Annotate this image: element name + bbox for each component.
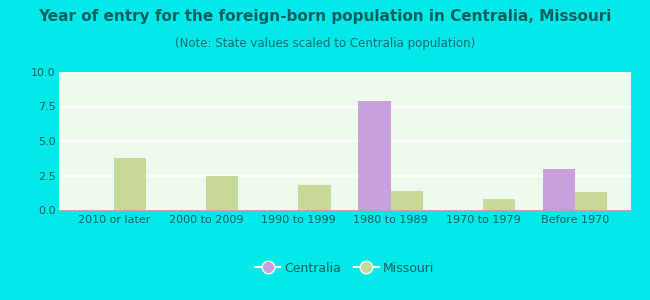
Bar xyxy=(483,199,515,210)
Bar xyxy=(114,158,146,210)
Bar xyxy=(391,191,423,210)
Legend: Centralia, Missouri: Centralia, Missouri xyxy=(250,257,439,280)
Bar xyxy=(543,169,575,210)
Bar xyxy=(298,185,331,210)
Bar xyxy=(575,192,608,210)
Bar xyxy=(358,101,391,210)
Text: (Note: State values scaled to Centralia population): (Note: State values scaled to Centralia … xyxy=(175,38,475,50)
Bar xyxy=(206,176,239,210)
Text: Year of entry for the foreign-born population in Centralia, Missouri: Year of entry for the foreign-born popul… xyxy=(38,9,612,24)
